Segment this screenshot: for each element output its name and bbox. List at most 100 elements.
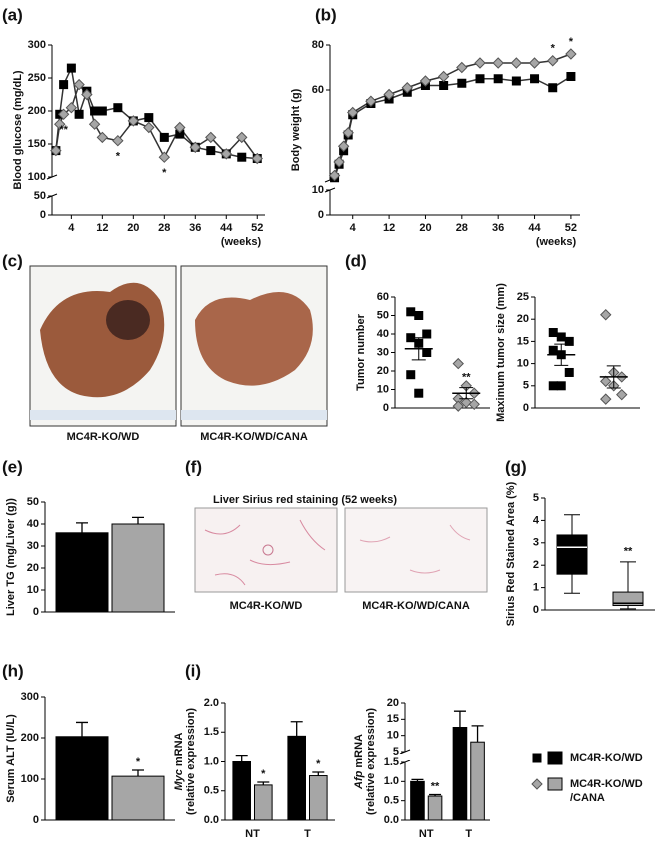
data-point bbox=[73, 78, 85, 91]
y-tick-label: 100 bbox=[28, 171, 46, 183]
data-point bbox=[475, 74, 485, 84]
data-point bbox=[65, 101, 78, 114]
y-axis-title: Liver TG (mg/Liver (g)) bbox=[5, 498, 17, 616]
y-axis-title-part: mRNA bbox=[173, 732, 185, 766]
data-point bbox=[556, 381, 566, 391]
data-point bbox=[143, 121, 155, 134]
data-point bbox=[127, 115, 140, 127]
y-tick-label: 3 bbox=[533, 537, 539, 549]
significance: * bbox=[136, 756, 141, 768]
y-tick-label: 200 bbox=[28, 105, 46, 117]
y-tick-label: 10 bbox=[517, 358, 529, 370]
y-tick-label: 20 bbox=[387, 697, 399, 709]
y-axis-unit: (relative expression) bbox=[365, 708, 377, 815]
data-point bbox=[81, 88, 93, 101]
y-tick-label: 20 bbox=[27, 562, 39, 574]
data-point bbox=[600, 309, 612, 321]
axis-break-gap bbox=[399, 754, 411, 760]
panel-label: (e) bbox=[2, 457, 23, 476]
data-point bbox=[113, 103, 123, 113]
data-point bbox=[333, 156, 345, 168]
x-tick-label: T bbox=[465, 828, 472, 840]
whisker bbox=[620, 561, 636, 610]
y-tick-label: 0.0 bbox=[384, 814, 399, 826]
data-point bbox=[457, 78, 467, 88]
y-tick-label: 40 bbox=[27, 518, 39, 530]
data-point bbox=[439, 81, 449, 90]
data-point bbox=[422, 329, 432, 339]
caption: MC4R-KO/WD/CANA bbox=[362, 600, 470, 612]
error-bar bbox=[257, 781, 270, 785]
error-bar bbox=[76, 721, 88, 737]
data-point bbox=[528, 57, 541, 69]
y-tick-label: 1.0 bbox=[204, 755, 219, 767]
x-tick-label: 4 bbox=[68, 222, 75, 234]
x-tick-label: T bbox=[304, 828, 311, 840]
x-tick-label: 36 bbox=[189, 222, 201, 234]
series-line bbox=[333, 75, 572, 178]
y-tick-label: 50 bbox=[377, 309, 389, 321]
y-tick-label: 50 bbox=[27, 496, 39, 508]
significance: * bbox=[162, 167, 167, 179]
legend-swatch bbox=[547, 751, 563, 765]
data-point bbox=[112, 134, 124, 147]
data-point bbox=[493, 74, 503, 84]
data-point bbox=[548, 83, 558, 93]
bar bbox=[254, 784, 273, 821]
data-point bbox=[347, 106, 359, 119]
data-point bbox=[437, 70, 450, 83]
data-point bbox=[566, 72, 576, 81]
y-tick-label: 10 bbox=[312, 184, 324, 196]
data-point bbox=[531, 778, 543, 790]
data-point bbox=[564, 336, 574, 346]
y-tick-label: 25 bbox=[517, 291, 529, 303]
panel-label: (a) bbox=[2, 5, 23, 24]
data-point bbox=[236, 131, 248, 144]
panel-label: (g) bbox=[505, 457, 527, 476]
x-tick-label: NT bbox=[419, 828, 434, 840]
x-tick-label: 28 bbox=[158, 222, 170, 234]
data-point bbox=[556, 332, 566, 342]
y-tick-label: 1.5 bbox=[384, 756, 399, 768]
y-tick-label: 10 bbox=[377, 383, 389, 395]
data-point bbox=[452, 400, 464, 412]
data-point bbox=[616, 388, 628, 401]
data-point bbox=[406, 370, 416, 380]
error-bar bbox=[453, 710, 466, 728]
data-point bbox=[547, 55, 559, 67]
significance: ** bbox=[624, 546, 633, 558]
y-tick-label: 5 bbox=[523, 380, 529, 392]
sem-bar bbox=[411, 337, 426, 361]
error-bar bbox=[235, 755, 248, 762]
data-point bbox=[90, 106, 100, 116]
y-tick-label: 5 bbox=[393, 746, 399, 758]
y-tick-label: 4 bbox=[533, 514, 540, 526]
data-point bbox=[530, 74, 540, 84]
data-point bbox=[492, 57, 504, 69]
histology-image bbox=[344, 507, 488, 593]
y-tick-label: 200 bbox=[21, 732, 39, 744]
legend-label: MC4R-KO/WD bbox=[570, 752, 643, 764]
y-axis-title: Maximum tumor size (mm) bbox=[495, 283, 507, 422]
x-tick-label: 4 bbox=[350, 222, 357, 234]
data-point bbox=[237, 152, 247, 162]
y-tick-label: 0 bbox=[383, 402, 389, 414]
y-tick-label: 0 bbox=[318, 209, 324, 221]
data-point bbox=[342, 127, 354, 139]
data-point bbox=[565, 48, 577, 60]
y-tick-label: 1.5 bbox=[204, 726, 219, 738]
y-tick-label: 250 bbox=[28, 72, 46, 84]
caption: MC4R-KO/WD bbox=[67, 431, 140, 443]
y-tick-label: 0.0 bbox=[204, 814, 219, 826]
error-bar bbox=[132, 516, 144, 524]
bar bbox=[427, 795, 443, 821]
y-axis-title: Myc mRNA bbox=[173, 732, 185, 790]
error-bar bbox=[290, 721, 303, 737]
data-point bbox=[600, 393, 612, 405]
y-tick-label: 0 bbox=[533, 604, 539, 616]
bar bbox=[452, 727, 468, 821]
y-tick-label: 0 bbox=[523, 402, 529, 414]
data-point bbox=[548, 328, 558, 338]
caption: MC4R-KO/WD/CANA bbox=[200, 431, 308, 443]
